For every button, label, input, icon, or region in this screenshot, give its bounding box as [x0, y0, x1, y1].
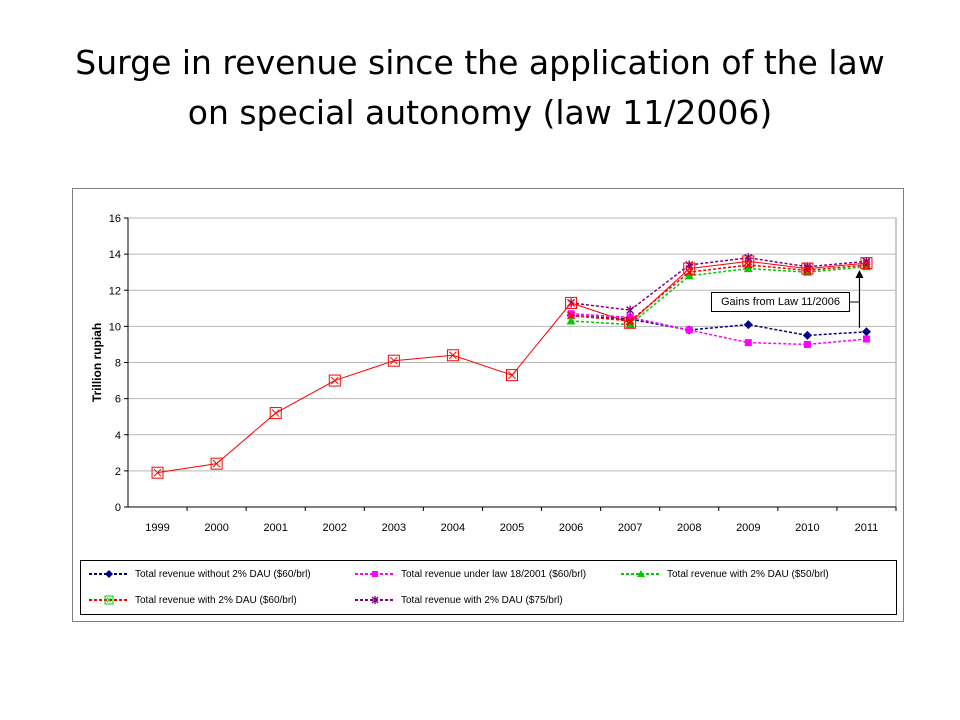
data-point	[683, 262, 696, 275]
legend-swatch	[89, 570, 129, 578]
x-tick-label: 2002	[323, 522, 347, 534]
legend-label: Total revenue with 2% DAU ($60/brl)	[135, 594, 297, 606]
data-point	[567, 311, 576, 320]
y-axis-label: Trillion rupiah	[90, 323, 104, 402]
x-tick-label: 2001	[263, 522, 287, 534]
x-tick-label: 2000	[204, 522, 228, 534]
legend-swatch	[89, 595, 129, 605]
data-point	[803, 340, 811, 348]
data-point	[860, 257, 873, 270]
legend-entry: Total revenue with 2% DAU ($50/brl)	[619, 568, 829, 580]
legend-entry: Total revenue with 2% DAU ($75/brl)	[353, 594, 563, 606]
data-point	[567, 310, 575, 318]
data-point	[387, 354, 400, 367]
x-tick-label: 2007	[618, 522, 642, 534]
x-tick-label: 1999	[145, 522, 169, 534]
y-tick-label: 14	[109, 249, 121, 261]
x-tick-label: 2011	[855, 522, 879, 534]
series-6	[151, 255, 873, 479]
legend-marker	[372, 571, 378, 577]
data-point	[625, 320, 635, 329]
slide-title: Surge in revenue since the application o…	[40, 38, 920, 138]
gains-annotation-label: Gains from Law 11/2006	[711, 292, 850, 312]
series-line	[571, 264, 867, 322]
data-point	[624, 316, 637, 329]
gains-arrow	[850, 269, 864, 328]
x-tick-label: 2004	[441, 522, 465, 534]
y-tick-label: 6	[115, 394, 121, 406]
legend-entry: Total revenue without 2% DAU ($60/brl)	[87, 568, 311, 580]
y-tick-label: 2	[115, 466, 121, 478]
data-point	[803, 262, 812, 272]
data-point	[626, 305, 635, 315]
data-point	[802, 330, 812, 340]
x-tick-label: 2010	[795, 522, 819, 534]
data-point	[861, 327, 871, 337]
legend-marker	[371, 596, 379, 604]
data-point	[743, 320, 753, 330]
data-point	[801, 262, 814, 275]
data-point	[862, 335, 870, 343]
data-point	[506, 369, 518, 382]
data-point	[328, 374, 341, 387]
legend-marker	[105, 570, 113, 578]
data-point	[626, 316, 635, 326]
y-tick-label: 10	[109, 321, 121, 333]
x-tick-label: 2005	[500, 522, 524, 534]
data-point	[151, 466, 164, 479]
x-tick-label: 2009	[736, 522, 760, 534]
y-tick-label: 16	[109, 213, 121, 225]
legend-label: Total revenue under law 18/2001 ($60/brl…	[401, 568, 587, 580]
y-tick-label: 4	[115, 430, 121, 442]
legend-marker	[637, 570, 645, 577]
legend-entry: Total revenue with 2% DAU ($60/brl)	[87, 594, 297, 606]
data-point	[269, 407, 282, 420]
slide-title-line-2: on special autonomy (law 11/2006)	[187, 93, 773, 132]
series-line	[571, 266, 867, 326]
y-tick-label: 0	[115, 502, 121, 514]
legend-swatch	[355, 571, 395, 577]
legend-label: Total revenue without 2% DAU ($60/brl)	[135, 568, 311, 580]
legend-marker	[104, 595, 114, 605]
x-tick-label: 2008	[677, 522, 701, 534]
data-point	[566, 316, 576, 325]
legend-entry: Total revenue under law 18/2001 ($60/brl…	[353, 568, 586, 580]
legend-label: Total revenue with 2% DAU ($75/brl)	[401, 594, 563, 606]
x-tick-label: 2003	[382, 522, 406, 534]
legend-swatch	[355, 596, 395, 604]
chart-legend: Total revenue without 2% DAU ($60/brl) To…	[80, 560, 897, 615]
data-point	[742, 255, 755, 268]
slide-title-line-1: Surge in revenue since the application o…	[75, 43, 885, 82]
data-point	[744, 339, 752, 347]
data-point	[446, 349, 459, 362]
data-point	[743, 264, 753, 273]
y-tick-label: 12	[109, 285, 121, 297]
data-point	[565, 296, 578, 309]
data-point	[685, 326, 693, 334]
data-point	[210, 457, 223, 470]
y-tick-label: 8	[115, 358, 121, 370]
x-tick-label: 2006	[559, 522, 583, 534]
legend-swatch	[621, 570, 661, 577]
data-point	[684, 271, 694, 280]
legend-label: Total revenue with 2% DAU ($50/brl)	[667, 568, 829, 580]
